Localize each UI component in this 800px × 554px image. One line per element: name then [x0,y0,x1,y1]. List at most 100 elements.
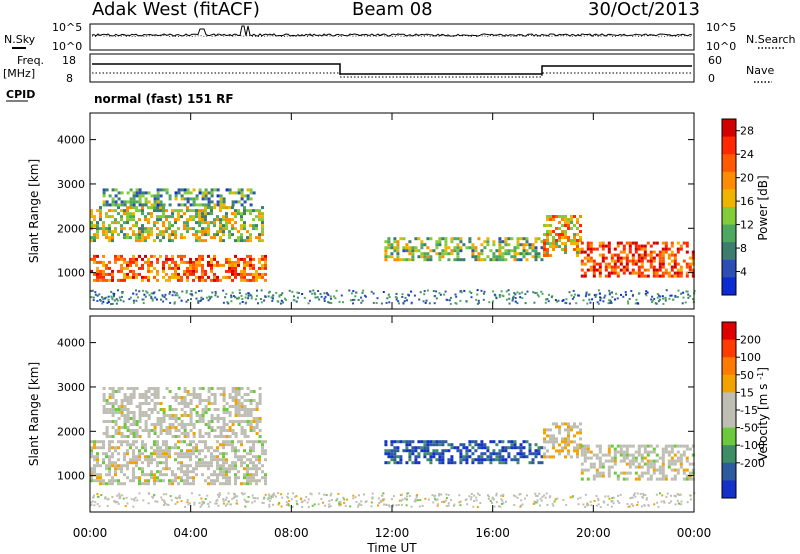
data-cell [685,241,689,245]
data-cell [549,230,552,233]
data-cell [670,268,674,272]
data-cell [153,387,157,390]
data-cell [201,272,204,276]
data-cell [213,263,216,267]
data-cell [255,408,259,411]
data-cell [129,263,132,267]
data-cell [183,473,186,477]
data-cell [198,224,201,228]
colorbar-segment [722,392,736,411]
data-cell [552,236,555,239]
data-cell [207,260,210,264]
data-cell [258,272,261,276]
data-cell [534,449,538,453]
data-cell [237,449,240,453]
data-cell [93,257,96,261]
speckle-cell [256,289,258,292]
data-cell [147,473,150,477]
data-cell [661,468,665,472]
data-cell [546,428,549,432]
speckle-cell [416,499,419,502]
speckle-cell [116,299,119,302]
data-cell [177,203,181,207]
data-cell [682,477,686,481]
speckle-cell [189,502,191,505]
data-cell [435,240,439,244]
data-cell [255,432,259,435]
data-cell [171,257,174,261]
data-cell [543,437,546,441]
data-cell [231,390,235,393]
speckle-cell [244,505,247,508]
data-cell [607,471,611,475]
data-cell [198,414,202,417]
data-cell [126,420,130,423]
data-cell [667,459,671,463]
speckle-cell [401,296,404,298]
speckle-cell [589,301,592,304]
colorbar-segment [722,339,736,358]
data-cell [261,449,264,453]
data-cell [207,467,210,471]
data-cell [162,408,166,411]
data-cell [604,274,608,278]
speckle-cell [487,497,490,500]
data-cell [676,468,680,472]
data-cell [637,450,641,454]
data-cell [564,428,567,432]
data-cell [246,470,249,474]
speckle-cell [264,493,267,496]
speckle-cell [516,496,519,499]
data-cell [429,458,433,462]
data-cell [646,465,650,469]
data-cell [456,255,460,259]
data-cell [102,443,105,447]
speckle-cell [588,293,590,296]
data-cell [90,473,93,477]
data-cell [144,203,148,207]
data-cell [141,443,144,447]
data-cell [474,443,478,447]
data-cell [213,236,216,240]
data-cell [420,255,424,259]
data-cell [564,455,567,459]
data-cell [213,188,217,192]
data-cell [138,230,141,234]
data-cell [580,447,584,451]
data-cell [114,467,117,471]
data-cell [426,255,430,259]
data-cell [156,455,159,459]
data-cell [237,440,240,444]
data-cell [610,265,614,269]
data-cell [471,458,475,462]
data-cell [105,408,109,411]
data-cell [435,452,439,456]
speckle-cell [360,301,363,304]
x-tick-label: 00:00 [73,526,108,540]
data-cell [676,268,680,272]
speckle-cell [639,492,642,495]
data-cell [114,461,117,465]
speckle-cell [187,503,190,506]
speckle-cell [165,503,168,506]
data-cell [228,405,232,408]
speckle-cell [187,299,190,301]
data-cell [450,443,454,447]
data-cell [438,252,442,256]
data-cell [108,464,111,468]
speckle-cell [107,301,110,303]
data-cell [393,449,397,453]
data-cell [198,257,201,261]
data-cell [156,209,159,213]
data-cell [489,455,493,459]
data-cell [213,393,217,396]
data-cell [96,455,99,459]
data-cell [234,387,238,390]
data-cell [243,420,247,423]
data-cell [492,240,496,244]
data-cell [673,459,677,463]
speckle-cell [224,504,227,507]
data-cell [156,411,160,414]
data-cell [159,239,162,243]
data-cell [207,399,211,402]
